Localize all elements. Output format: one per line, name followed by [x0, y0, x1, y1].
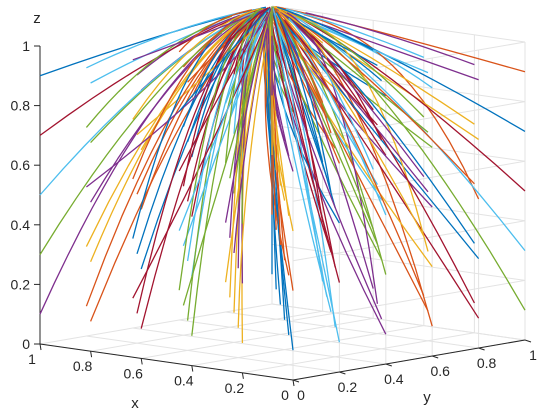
z-tick-label: 0.2: [11, 276, 31, 292]
trajectory-line: [285, 8, 425, 59]
y-tick-label: 0: [297, 387, 305, 403]
z-axis-label: z: [33, 10, 41, 27]
grid-line: [292, 101, 526, 143]
trajectory-line: [39, 11, 255, 196]
grid-line: [225, 311, 479, 349]
trajectory-line: [233, 21, 269, 254]
z-tick-label: 0.8: [11, 98, 31, 114]
x-tick-mark: [140, 358, 143, 365]
z-tick-label: 0.4: [11, 217, 31, 233]
trajectory-line: [225, 7, 269, 45]
trajectory-line: [274, 26, 328, 297]
trajectory-line: [279, 20, 324, 222]
trajectory-line: [132, 10, 255, 180]
y-tick-label: 0.8: [477, 355, 497, 371]
trajectory-line: [272, 5, 324, 44]
tick-labels: 00.20.40.60.810 0.2 0.4 0.6 0.8 100.20.40.60.…: [11, 38, 538, 403]
x-tick-label: 0.8: [73, 358, 93, 374]
x-tick-mark: [292, 379, 295, 387]
trajectory-line: [276, 12, 480, 319]
grid-line: [39, 303, 273, 345]
trajectory-line: [224, 8, 272, 223]
x-tick-label: 0: [281, 387, 289, 403]
trajectory-line: [132, 14, 243, 239]
grid-line: [271, 303, 526, 341]
grid-line: [86, 335, 340, 373]
y-tick-mark: [292, 379, 300, 383]
trajectory-line: [305, 12, 475, 66]
y-tick-mark: [385, 363, 392, 367]
grid-line: [271, 243, 526, 281]
trajectory-line: [178, 7, 271, 112]
trajectory-series: [39, 5, 526, 351]
trajectory-line: [313, 29, 526, 311]
y-tick-mark: [432, 355, 439, 359]
x-tick-label: 0.4: [174, 373, 194, 389]
y-tick-label: 1: [529, 347, 537, 363]
trajectory-line: [288, 17, 374, 170]
y-tick-mark: [339, 371, 346, 375]
grid-line: [191, 325, 424, 367]
trajectory-line: [224, 12, 267, 104]
trajectory-line: [279, 12, 425, 297]
trajectory-line: [289, 18, 475, 304]
trajectory-line: [272, 7, 324, 282]
y-tick-label: 0.2: [338, 379, 358, 395]
trajectory-line: [178, 9, 253, 53]
z-tick-label: 0: [22, 336, 30, 352]
x-tick-mark: [191, 365, 194, 372]
trajectory-line: [275, 8, 425, 237]
x-tick-mark: [90, 351, 93, 358]
trajectory-line: [39, 18, 243, 255]
x-tick-mark: [241, 372, 244, 379]
x-tick-label: 1: [28, 351, 36, 367]
trajectory-line: [276, 6, 374, 51]
trajectory-line: [275, 12, 378, 185]
trajectory-line: [272, 14, 328, 238]
grid-line: [242, 332, 475, 374]
y-axis-label: y: [423, 389, 431, 406]
trajectory-line: [132, 7, 262, 120]
y-tick-mark: [524, 339, 532, 343]
trajectory-line: [274, 7, 324, 103]
x-tick-label: 0.6: [123, 365, 143, 381]
x-axis-line: [39, 343, 294, 381]
x-tick-label: 0.2: [225, 380, 245, 396]
trajectory-line: [286, 12, 379, 304]
grid-line: [292, 279, 526, 321]
trajectory-line: [276, 11, 324, 163]
z-tick-label: 0.6: [11, 157, 31, 173]
y-tick-label: 0.4: [384, 371, 404, 387]
grid-line: [132, 327, 386, 365]
trajectory-line: [178, 21, 266, 231]
x-axis-label: x: [131, 395, 139, 411]
grid-line: [271, 184, 526, 222]
grid-line: [271, 5, 526, 43]
z-tick-label: 1: [22, 38, 30, 54]
y-tick-mark: [478, 347, 485, 351]
trajectory-line: [269, 9, 277, 52]
x-tick-mark: [39, 343, 42, 351]
grid-line: [179, 319, 433, 357]
trajectory-line: [132, 8, 266, 61]
trajectory-line: [296, 15, 425, 118]
y-axis-line: [292, 339, 526, 381]
y-tick-label: 0.6: [430, 363, 450, 379]
